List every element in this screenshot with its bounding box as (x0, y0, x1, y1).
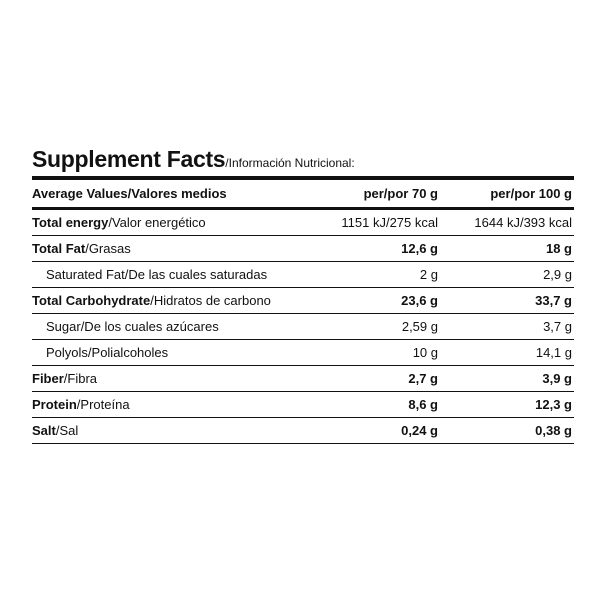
label-translation: /Proteína (76, 397, 130, 412)
cell: 3,7 g (543, 319, 572, 334)
row-label: Saturated Fat/De las cuales saturadas (46, 267, 268, 282)
table-row: Salt/Sal 0,24 g 0,38 g (32, 418, 574, 444)
column-header: per/por 70 g (363, 186, 438, 201)
cell: 8,6 g (408, 397, 438, 412)
table-row: Fiber/Fibra 2,7 g 3,9 g (32, 366, 574, 392)
column-header: Average Values/Valores medios (32, 186, 227, 201)
cell: 3,9 g (542, 371, 572, 386)
label-main: Protein (32, 397, 77, 412)
label-main: Total Carbohydrate (32, 293, 151, 308)
row-label: Total Fat/Grasas (32, 241, 322, 256)
table-row: Sugar/De los cuales azúcares 2,59 g 3,7 g (32, 314, 574, 340)
table-row: Saturated Fat/De las cuales saturadas 2 g… (32, 262, 574, 288)
cell: 2 g (419, 267, 438, 282)
row-label: Protein/Proteína (32, 397, 322, 412)
cell: 12,3 g (535, 397, 572, 412)
cell: 2,59 g (401, 319, 438, 334)
cell: 2,9 g (543, 267, 572, 282)
label-main: Salt (32, 423, 56, 438)
label-translation: /Fibra (63, 371, 98, 386)
row-label: Sugar/De los cuales azúcares (46, 319, 219, 334)
header-row: Average Values/Valores medios per/por 70… (32, 180, 574, 210)
cell: 18 g (545, 241, 572, 256)
title-bar: Supplement Facts/Información Nutricional… (32, 146, 574, 180)
table-row: Polyols/Polialcoholes 10 g 14,1 g (32, 340, 574, 366)
cell: 10 g (412, 345, 438, 360)
cell: 0,24 g (401, 423, 438, 438)
label-main: Total Fat (32, 241, 86, 256)
cell: 33,7 g (535, 293, 572, 308)
cell: 1644 kJ/393 kcal (474, 215, 572, 230)
row-label: Fiber/Fibra (32, 371, 322, 386)
label-translation: /Hidratos de carbono (150, 293, 271, 308)
subtitle: /Información Nutricional: (225, 156, 355, 170)
cell: 23,6 g (401, 293, 438, 308)
table-row: Total Fat/Grasas 12,6 g 18 g (32, 236, 574, 262)
row-label: Salt/Sal (32, 423, 322, 438)
title: Supplement Facts (32, 146, 226, 172)
label-main: Total energy (32, 215, 109, 230)
cell: 14,1 g (535, 345, 572, 360)
cell: 1151 kJ/275 kcal (341, 215, 438, 230)
label-main: Fiber (32, 371, 64, 386)
cell: 0,38 g (535, 423, 572, 438)
row-label: Total Carbohydrate/Hidratos de carbono (32, 293, 322, 308)
cell: 2,7 g (408, 371, 438, 386)
cell: 12,6 g (401, 241, 438, 256)
column-header: per/por 100 g (490, 186, 572, 201)
label-translation: /Grasas (85, 241, 131, 256)
row-label: Polyols/Polialcoholes (46, 345, 169, 360)
table-row: Protein/Proteína 8,6 g 12,3 g (32, 392, 574, 418)
label-translation: /Sal (55, 423, 79, 438)
table-row: Total Carbohydrate/Hidratos de carbono 23… (32, 288, 574, 314)
row-label: Total energy/Valor energético (32, 215, 322, 230)
table-row: Total energy/Valor energético 1151 kJ/275… (32, 210, 574, 236)
label-translation: /Valor energético (108, 215, 206, 230)
nutrition-table: Supplement Facts/Información Nutricional… (32, 146, 574, 444)
